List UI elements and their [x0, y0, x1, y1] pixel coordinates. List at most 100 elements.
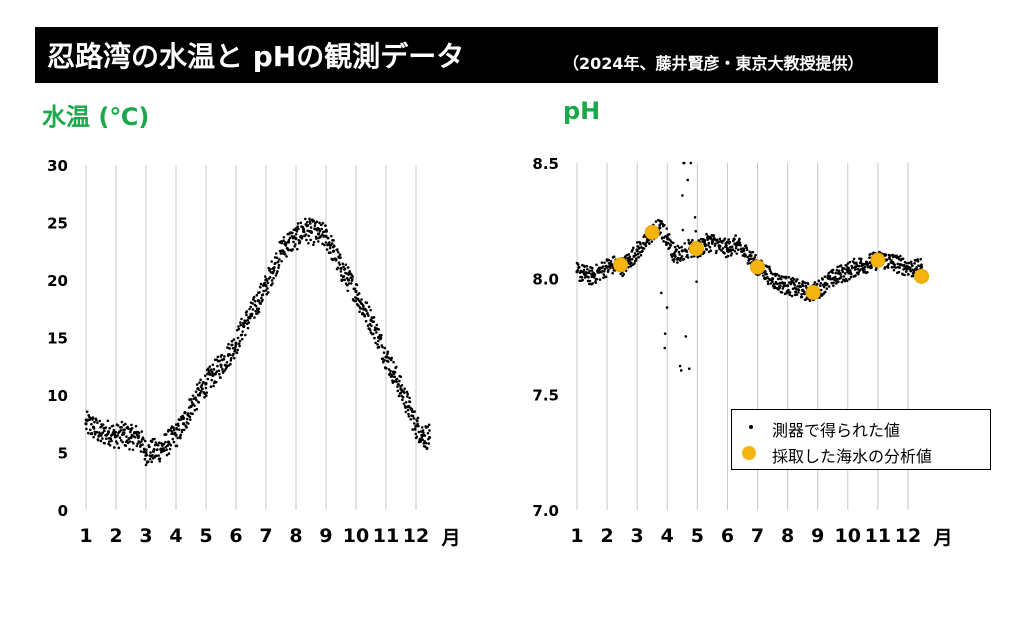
temp-sensor-point [237, 325, 240, 328]
ph-x-tick-label: 2 [600, 525, 613, 547]
temp-sensor-point [317, 227, 321, 231]
ph-sensor-point [781, 287, 785, 290]
temp-sensor-point [114, 430, 118, 434]
ph-sensor-point [645, 240, 649, 244]
ph-sensor-anchor-point [718, 244, 722, 248]
ph-sensor-point [853, 268, 857, 271]
ph-sensor-anchor-point [913, 267, 918, 272]
ph-sensor-point [835, 282, 838, 285]
ph-sensor-point [742, 247, 745, 250]
temp-sensor-point [324, 241, 328, 244]
temp-sensor-anchor-point [84, 422, 88, 426]
ph-sensor-point [681, 228, 685, 232]
temp-sensor-point [295, 247, 299, 251]
temp-sensor-anchor-point [204, 381, 208, 386]
ph-x-tick-label: 5 [691, 525, 704, 547]
temp-sensor-point [233, 348, 237, 351]
temp-sensor-point [130, 433, 134, 437]
temp-sensor-point [95, 419, 98, 422]
temp-sensor-point [415, 435, 419, 438]
temp-sensor-point [283, 252, 287, 256]
ph-sensor-point [852, 257, 856, 261]
temp-sensor-point [139, 450, 143, 453]
temp-sensor-point [401, 395, 405, 399]
temp-sensor-point [98, 419, 102, 423]
ph-sensor-point [895, 254, 898, 258]
temp-sensor-point [203, 395, 206, 399]
ph-sensor-point [788, 293, 791, 297]
ph-sensor-point [714, 242, 717, 246]
ph-sensor-point [848, 269, 852, 272]
temp-sensor-point [319, 235, 322, 238]
temp-sensor-point [351, 275, 354, 278]
ph-sample-point [644, 224, 660, 240]
temp-sensor-point [394, 365, 398, 369]
temp-sensor-point [255, 293, 259, 297]
temp-sensor-point [232, 356, 236, 360]
temp-sensor-point [309, 226, 313, 229]
ph-sensor-point [595, 263, 598, 267]
ph-sensor-point [601, 265, 605, 268]
ph-sensor-point [832, 284, 835, 287]
temp-sensor-point [295, 227, 298, 231]
temp-sensor-anchor-point [271, 266, 276, 271]
temp-sensor-point [342, 265, 345, 269]
temp-sensor-point [343, 278, 346, 282]
temp-sensor-point [232, 338, 236, 341]
temp-sensor-point [409, 418, 413, 421]
temp-sensor-point [315, 237, 318, 240]
temp-y-tick-label: 15 [47, 330, 68, 348]
ph-sample-point [688, 241, 704, 257]
temp-sensor-point [336, 250, 340, 254]
temp-sensor-point [346, 266, 350, 269]
temp-sensor-point [292, 240, 295, 244]
ph-sensor-point [831, 268, 835, 272]
legend-item-sample: 採取した海水の分析値 [732, 441, 990, 467]
temp-sensor-point [90, 422, 93, 426]
temp-sensor-point [232, 352, 235, 356]
temp-sensor-point [410, 407, 414, 411]
temp-sensor-point [127, 427, 130, 430]
ph-sensor-point [587, 282, 591, 286]
temp-sensor-point [262, 289, 265, 293]
temp-sensor-point [218, 359, 222, 363]
ph-sensor-point [588, 279, 592, 283]
ph-sensor-point [777, 274, 781, 277]
temp-sensor-point [203, 392, 207, 396]
temp-sensor-point [330, 242, 334, 245]
ph-sensor-anchor-point [703, 242, 707, 246]
temp-sensor-point [247, 321, 251, 324]
temp-y-tick-label: 5 [58, 445, 68, 463]
title-banner: 忍路湾の水温と pHの観測データ （2024年、藤井賢彦・東京大教授提供） [35, 27, 938, 83]
temp-x-axis-label: 月 [440, 527, 460, 549]
ph-sensor-point [607, 268, 610, 272]
ph-sensor-point [768, 265, 771, 269]
ph-sensor-point [840, 280, 844, 284]
temp-sensor-point [266, 291, 270, 294]
ph-sensor-point [819, 284, 822, 288]
temp-sensor-point [419, 440, 423, 443]
ph-sensor-point [686, 253, 689, 257]
ph-sensor-point [723, 237, 727, 240]
temp-sensor-point [119, 439, 123, 442]
temp-sensor-point [88, 428, 92, 432]
temp-sensor-point [306, 224, 310, 227]
temp-sensor-point [85, 410, 89, 414]
chart-title: 忍路湾の水温と pHの観測データ [47, 40, 465, 73]
ph-sensor-point [898, 266, 901, 269]
ph-sensor-anchor-point [605, 265, 609, 269]
ph-sensor-point [678, 253, 681, 256]
ph-sensor-point [863, 268, 866, 271]
ph-sensor-point [637, 247, 641, 250]
temp-x-tick-label: 7 [259, 525, 272, 547]
temp-sensor-anchor-point [226, 353, 231, 357]
ph-sensor-point [909, 260, 913, 264]
temp-sensor-point [249, 305, 252, 309]
temp-sensor-anchor-point [91, 425, 96, 429]
ph-sensor-point [841, 270, 845, 274]
temp-sensor-anchor-point [181, 422, 186, 426]
temp-sensor-point [386, 360, 390, 363]
temp-sensor-point [158, 441, 161, 445]
temp-sensor-point [119, 428, 123, 432]
temp-sensor-anchor-point [249, 312, 253, 317]
